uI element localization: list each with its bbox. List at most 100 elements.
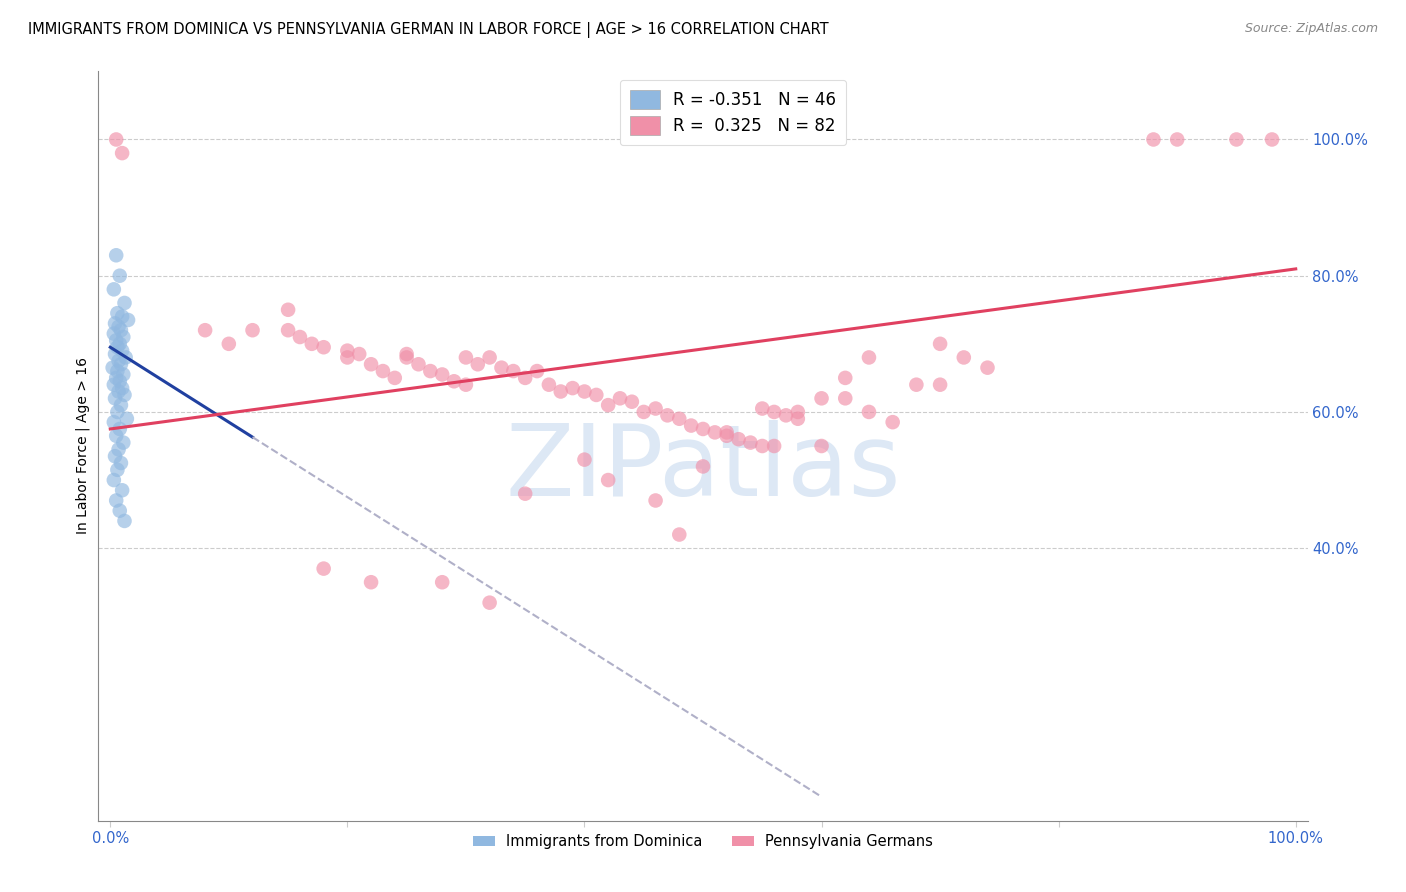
Point: [408, 357, 430, 371]
Point: [360, 575, 382, 590]
Point: [242, 323, 264, 337]
Point: [108, 268, 131, 283]
Point: [810, 439, 832, 453]
Point: [598, 473, 620, 487]
Point: [336, 351, 359, 365]
Point: [101, 360, 124, 375]
Point: [312, 340, 335, 354]
Point: [105, 371, 128, 385]
Point: [692, 422, 714, 436]
Point: [105, 248, 128, 262]
Point: [108, 422, 131, 436]
Point: [117, 313, 139, 327]
Point: [107, 354, 129, 368]
Point: [574, 384, 596, 399]
Point: [515, 371, 537, 385]
Point: [384, 371, 406, 385]
Point: [105, 364, 128, 378]
Point: [585, 388, 607, 402]
Point: [858, 405, 880, 419]
Point: [858, 351, 880, 365]
Point: [103, 473, 125, 487]
Point: [716, 429, 738, 443]
Point: [751, 401, 773, 416]
Point: [105, 405, 128, 419]
Point: [443, 374, 465, 388]
Point: [537, 377, 560, 392]
Text: ZIPatlas: ZIPatlas: [505, 420, 901, 517]
Point: [108, 336, 131, 351]
Point: [112, 368, 135, 382]
Point: [502, 364, 524, 378]
Point: [763, 439, 786, 453]
Point: [763, 405, 786, 419]
Point: [681, 418, 703, 433]
Point: [301, 336, 323, 351]
Point: [454, 351, 477, 365]
Point: [105, 340, 128, 354]
Text: IMMIGRANTS FROM DOMINICA VS PENNSYLVANIA GERMAN IN LABOR FORCE | AGE > 16 CORREL: IMMIGRANTS FROM DOMINICA VS PENNSYLVANIA…: [28, 22, 828, 38]
Point: [644, 493, 666, 508]
Point: [550, 384, 572, 399]
Point: [395, 351, 418, 365]
Text: Source: ZipAtlas.com: Source: ZipAtlas.com: [1244, 22, 1378, 36]
Point: [111, 310, 134, 324]
Point: [336, 343, 359, 358]
Point: [104, 449, 127, 463]
Point: [657, 409, 679, 423]
Point: [107, 442, 129, 457]
Point: [810, 392, 832, 406]
Point: [111, 381, 134, 395]
Point: [668, 411, 690, 425]
Point: [668, 527, 690, 541]
Point: [786, 411, 808, 425]
Point: [105, 306, 128, 320]
Point: [976, 360, 998, 375]
Point: [104, 317, 127, 331]
Point: [716, 425, 738, 440]
Point: [107, 384, 129, 399]
Point: [478, 596, 501, 610]
Point: [644, 401, 666, 416]
Point: [110, 398, 132, 412]
Point: [194, 323, 217, 337]
Point: [395, 347, 418, 361]
Point: [108, 504, 131, 518]
Point: [1166, 132, 1188, 146]
Point: [288, 330, 311, 344]
Point: [105, 132, 128, 146]
Point: [454, 377, 477, 392]
Point: [419, 364, 441, 378]
Point: [905, 377, 928, 392]
Point: [727, 432, 749, 446]
Point: [952, 351, 974, 365]
Point: [110, 456, 132, 470]
Point: [929, 336, 952, 351]
Point: [105, 493, 128, 508]
Point: [104, 392, 127, 406]
Point: [105, 463, 128, 477]
Point: [786, 405, 808, 419]
Point: [218, 336, 240, 351]
Point: [115, 411, 138, 425]
Point: [277, 302, 299, 317]
Point: [751, 439, 773, 453]
Point: [111, 343, 134, 358]
Point: [111, 146, 134, 161]
Point: [432, 575, 454, 590]
Point: [104, 347, 127, 361]
Point: [515, 486, 537, 500]
Point: [103, 326, 125, 341]
Point: [574, 452, 596, 467]
Point: [467, 357, 489, 371]
Point: [882, 415, 904, 429]
Point: [478, 351, 501, 365]
Point: [103, 377, 125, 392]
Point: [1261, 132, 1284, 146]
Point: [114, 351, 136, 365]
Point: [114, 388, 136, 402]
Point: [491, 360, 513, 375]
Point: [371, 364, 394, 378]
Point: [620, 394, 643, 409]
Point: [312, 561, 335, 575]
